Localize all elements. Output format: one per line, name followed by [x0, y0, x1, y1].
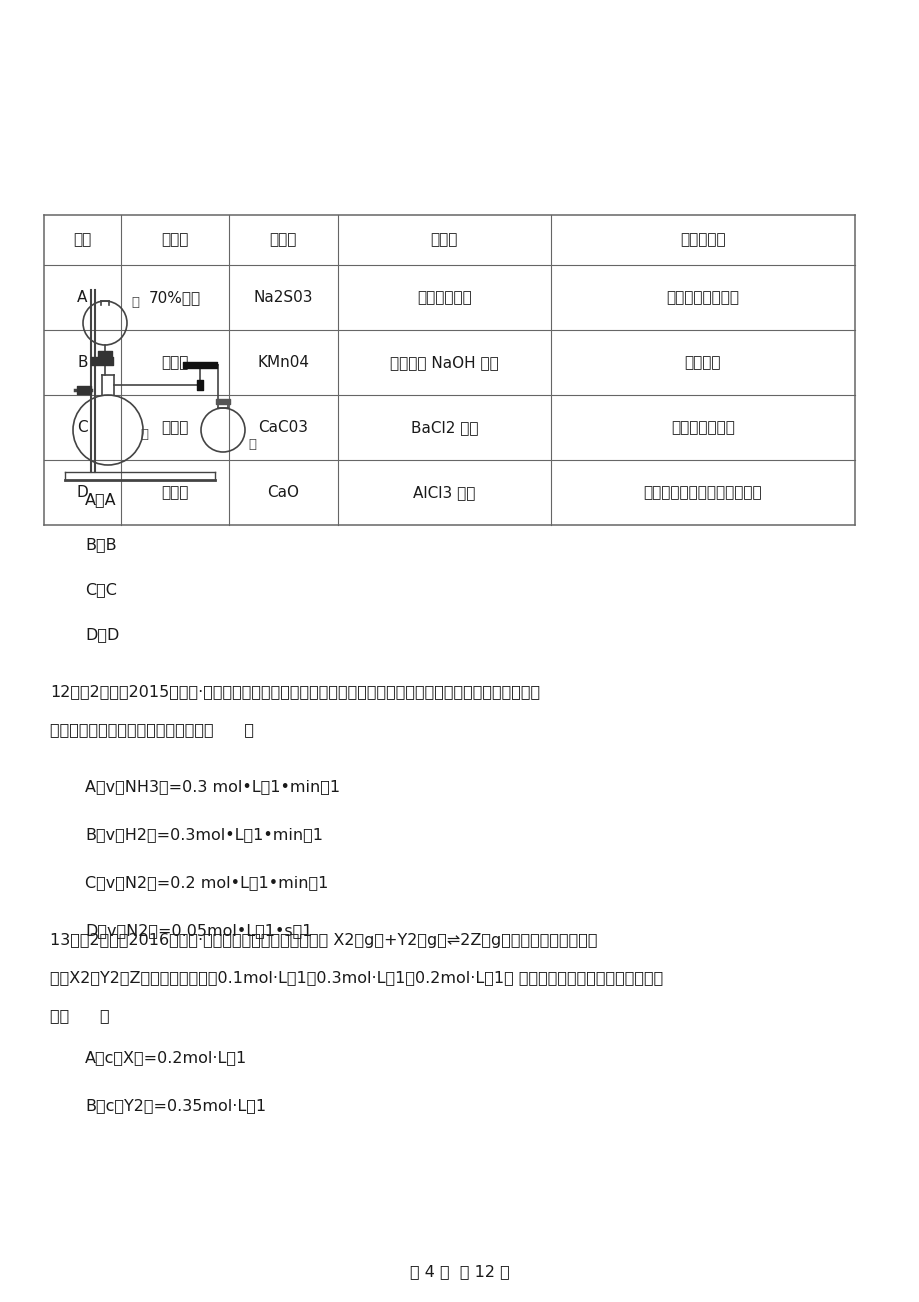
Text: Na2S03: Na2S03: [254, 290, 312, 305]
Text: D: D: [76, 486, 88, 500]
Text: A: A: [77, 290, 87, 305]
Text: A．A: A．A: [85, 492, 117, 508]
Text: KMn04: KMn04: [257, 355, 309, 370]
Text: 试剂丙: 试剂丙: [430, 233, 458, 247]
Text: 其中X2、Y2、Z各物质浓度分别为0.1mol·L－1、0.3mol·L－1、0.2mol·L－1， 反应达到平衡时，各物质浓度可能: 其中X2、Y2、Z各物质浓度分别为0.1mol·L－1、0.3mol·L－1、0…: [50, 970, 663, 986]
Bar: [44, 215, 854, 525]
Text: B．c（Y2）=0.35mol·L－1: B．c（Y2）=0.35mol·L－1: [85, 1099, 266, 1113]
Text: D．v（N2）=0.05mol•L－1•s－1: D．v（N2）=0.05mol•L－1•s－1: [85, 923, 312, 939]
Text: 先生成白色沉淠然后沉淠溶解: 先生成白色沉淠然后沉淠溶解: [643, 486, 761, 500]
Text: A．v（NH3）=0.3 mol•L－1•min－1: A．v（NH3）=0.3 mol•L－1•min－1: [85, 780, 340, 794]
Text: C: C: [77, 421, 87, 435]
Text: 实验: 实验: [74, 233, 91, 247]
Text: 70%硫酸: 70%硫酸: [149, 290, 200, 305]
Text: 是（      ）: 是（ ）: [50, 1009, 109, 1023]
Text: C．v（N2）=0.2 mol•L－1•min－1: C．v（N2）=0.2 mol•L－1•min－1: [85, 875, 328, 891]
Text: 丙中的现象: 丙中的现象: [679, 233, 725, 247]
Text: 的结果，判断生成氨的速率最快的是（      ）: 的结果，判断生成氨的速率最快的是（ ）: [50, 723, 254, 737]
Text: A．c（X）=0.2mol·L－1: A．c（X）=0.2mol·L－1: [85, 1051, 247, 1065]
Text: 浓氨水: 浓氨水: [161, 486, 188, 500]
Text: D．D: D．D: [85, 628, 119, 642]
Text: BaCl2 溶液: BaCl2 溶液: [410, 421, 478, 435]
Text: 溶液褮色: 溶液褮色: [684, 355, 720, 370]
Text: 第 4 页  共 12 页: 第 4 页 共 12 页: [410, 1264, 509, 1280]
Text: 试剂乙: 试剂乙: [269, 233, 297, 247]
Text: 丙: 丙: [248, 439, 255, 452]
Text: 有白色沉淠生成: 有白色沉淠生成: [670, 421, 734, 435]
Text: 含酵酸的 NaOH 溶液: 含酵酸的 NaOH 溶液: [390, 355, 498, 370]
Text: 12．（2分）（2015高一下·陇南期中）在四个不同的容器中进行合成氨的反应，根据下列在相同时间内测定: 12．（2分）（2015高一下·陇南期中）在四个不同的容器中进行合成氨的反应，根…: [50, 685, 539, 699]
Text: 稀盐酸: 稀盐酸: [161, 421, 188, 435]
Text: 浓盐酸: 浓盐酸: [161, 355, 188, 370]
Text: 溶液先变红后褮色: 溶液先变红后褮色: [665, 290, 739, 305]
Text: 试剂甲: 试剂甲: [161, 233, 188, 247]
Text: B: B: [77, 355, 87, 370]
Text: CaC03: CaC03: [258, 421, 308, 435]
Text: 13．（2分）（2016高一下·温州期中）在密闭容器中进行 X2（g）+Y2（g）⇌2Z（g）的反应，已知起始时: 13．（2分）（2016高一下·温州期中）在密闭容器中进行 X2（g）+Y2（g…: [50, 932, 596, 948]
Text: 甲: 甲: [130, 297, 139, 310]
Text: 紫色石蕊试液: 紫色石蕊试液: [416, 290, 471, 305]
Text: 乙: 乙: [140, 428, 148, 441]
Text: C．C: C．C: [85, 582, 117, 598]
Text: B．v（H2）=0.3mol•L－1•min－1: B．v（H2）=0.3mol•L－1•min－1: [85, 828, 323, 842]
Text: B．B: B．B: [85, 538, 117, 552]
Text: CaO: CaO: [267, 486, 299, 500]
Text: AlCl3 溶液: AlCl3 溶液: [413, 486, 475, 500]
